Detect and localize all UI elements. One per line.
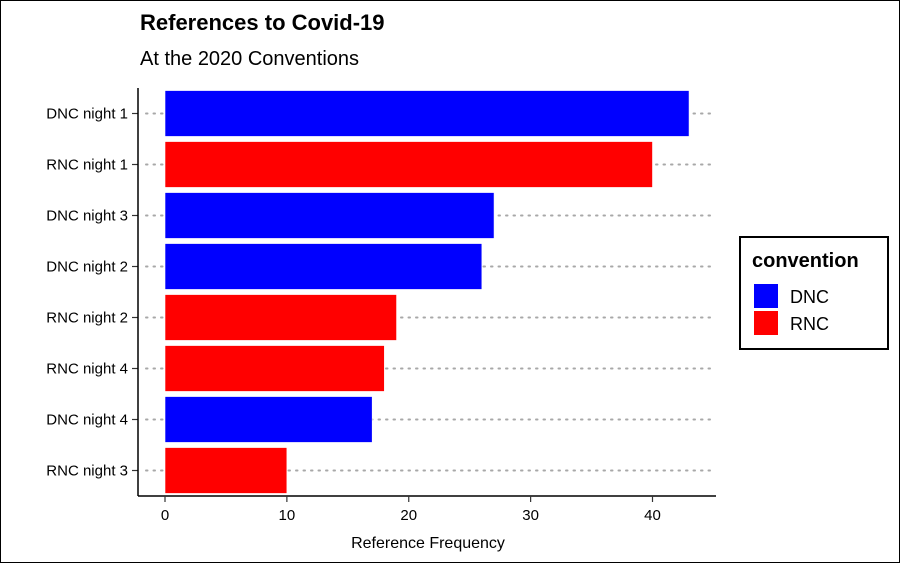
bar xyxy=(164,141,653,188)
x-tick-label: 20 xyxy=(400,507,417,524)
y-axis: DNC night 1 RNC night 1 DNC night 3 DNC nig… xyxy=(46,88,139,496)
y-tick-label: RNC night 4 xyxy=(46,361,128,378)
bar xyxy=(164,447,288,494)
bar xyxy=(164,243,483,290)
legend: convention DNC RNC xyxy=(739,236,889,350)
bar xyxy=(164,192,495,239)
y-tick-label: RNC night 2 xyxy=(46,310,128,327)
legend-label: DNC xyxy=(790,287,829,307)
bar xyxy=(164,294,397,341)
x-axis: 0 10 20 30 40 xyxy=(138,495,716,524)
legend-swatch xyxy=(754,284,778,308)
x-axis-title: Reference Frequency xyxy=(351,535,505,552)
y-tick-label: DNC night 3 xyxy=(46,208,128,225)
legend-title: convention xyxy=(752,250,859,272)
y-tick-label: DNC night 2 xyxy=(46,259,128,276)
bar xyxy=(164,396,373,443)
y-tick-label: RNC night 1 xyxy=(46,157,128,174)
legend-label: RNC xyxy=(790,314,829,334)
bars xyxy=(164,90,690,494)
y-tick-label: DNC night 1 xyxy=(46,106,128,123)
chart-title: References to Covid-19 xyxy=(140,10,385,35)
y-tick-label: DNC night 4 xyxy=(46,412,128,429)
x-tick-label: 10 xyxy=(279,507,296,524)
x-tick-label: 40 xyxy=(644,507,661,524)
x-tick-label: 0 xyxy=(161,507,169,524)
x-tick-label: 30 xyxy=(522,507,539,524)
legend-swatch xyxy=(754,311,778,335)
chart-subtitle: At the 2020 Conventions xyxy=(140,48,359,70)
bar xyxy=(164,90,690,137)
y-tick-label: RNC night 3 xyxy=(46,463,128,480)
bar xyxy=(164,345,385,392)
